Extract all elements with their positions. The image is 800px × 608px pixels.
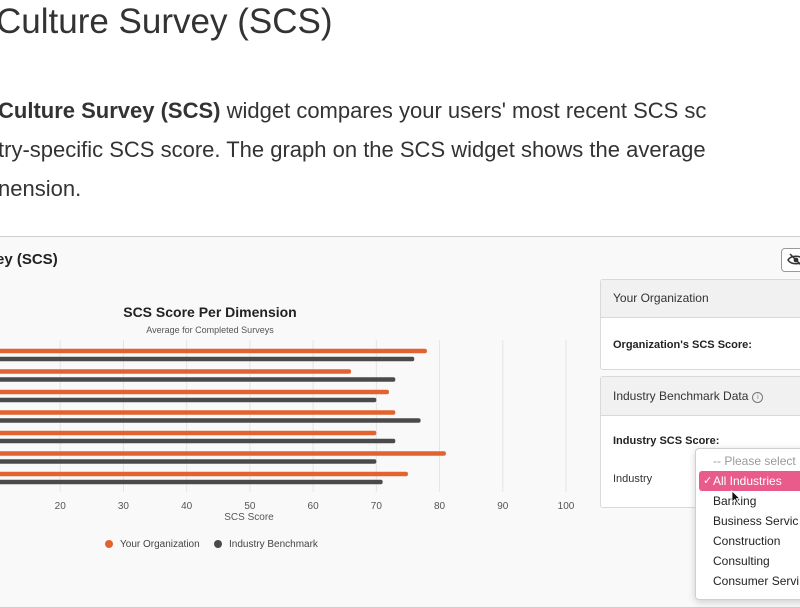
bar-industry-benchmark <box>0 357 414 362</box>
widget-title: ey (SCS) <box>0 251 58 268</box>
intro-paragraph: Culture Survey (SCS) widget compares you… <box>0 91 800 208</box>
mouse-pointer-icon <box>731 490 741 504</box>
intro-widget-name: Culture Survey (SCS) <box>0 98 221 123</box>
bar-your-organization <box>0 410 395 415</box>
intro-line-1: widget compares your users' most recent … <box>221 98 707 123</box>
benchmark-card-header: Industry Benchmark Data i <box>601 377 800 416</box>
industry-label: Industry <box>613 473 652 485</box>
industry-option[interactable]: Business Servic <box>696 511 800 531</box>
bar-your-organization <box>0 390 389 395</box>
x-tick-label: 60 <box>308 501 320 512</box>
chart-legend: Your Organization Industry Benchmark <box>105 539 319 550</box>
legend-marker-benchmark <box>214 540 222 548</box>
industry-option[interactable]: Consumer Servi <box>696 571 800 591</box>
industry-option-selected[interactable]: ✓All Industries <box>699 471 800 491</box>
organization-score-label: Organization's SCS Score: <box>613 339 752 351</box>
x-tick-label: 40 <box>181 501 193 512</box>
info-icon[interactable]: i <box>752 392 763 403</box>
intro-line-2: try-specific SCS score. The graph on the… <box>0 130 800 169</box>
bar-industry-benchmark <box>0 418 421 423</box>
industry-option-selected-label: All Industries <box>713 474 782 488</box>
chart-subtitle: Average for Completed Surveys <box>146 325 274 335</box>
industry-option[interactable]: Construction <box>696 531 800 551</box>
x-tick-label: 90 <box>497 501 509 512</box>
industry-dropdown-list[interactable]: -- Please select ✓All Industries Banking… <box>695 448 800 600</box>
bar-industry-benchmark <box>0 459 376 464</box>
eye-slash-icon <box>787 253 800 267</box>
legend-label-benchmark: Industry Benchmark <box>229 539 319 550</box>
bar-your-organization <box>0 369 351 374</box>
bar-your-organization <box>0 472 408 477</box>
industry-option-placeholder[interactable]: -- Please select <box>696 451 800 471</box>
scs-bar-chart: 02030405060708090100 SCS Score Per Dimen… <box>0 290 590 560</box>
x-tick-label: 50 <box>244 501 256 512</box>
x-tick-label: 100 <box>558 501 575 512</box>
bar-industry-benchmark <box>0 480 383 485</box>
benchmark-card-title: Industry Benchmark Data <box>613 389 748 403</box>
organization-card: Your Organization Organization's SCS Sco… <box>600 279 800 370</box>
checkmark-icon: ✓ <box>703 471 712 491</box>
industry-option[interactable]: Consulting <box>696 551 800 571</box>
legend-marker-org <box>105 540 113 548</box>
industry-score-label: Industry SCS Score: <box>613 435 719 447</box>
x-tick-label: 70 <box>371 501 383 512</box>
industry-option[interactable]: Banking <box>696 491 800 511</box>
bar-industry-benchmark <box>0 439 395 444</box>
bar-your-organization <box>0 431 376 436</box>
bar-industry-benchmark <box>0 398 376 403</box>
page-title: Culture Survey (SCS) <box>0 2 332 42</box>
x-axis-label: SCS Score <box>224 512 274 523</box>
x-tick-label: 30 <box>118 501 130 512</box>
x-tick-label: 20 <box>55 501 67 512</box>
bar-your-organization <box>0 349 427 354</box>
intro-line-3: nension. <box>0 169 800 208</box>
hide-widget-button[interactable] <box>781 248 800 272</box>
x-tick-label: 80 <box>434 501 446 512</box>
chart-title: SCS Score Per Dimension <box>123 304 297 320</box>
bar-industry-benchmark <box>0 377 395 382</box>
organization-card-header: Your Organization <box>601 280 800 318</box>
bar-your-organization <box>0 451 446 456</box>
legend-label-org: Your Organization <box>120 539 200 550</box>
